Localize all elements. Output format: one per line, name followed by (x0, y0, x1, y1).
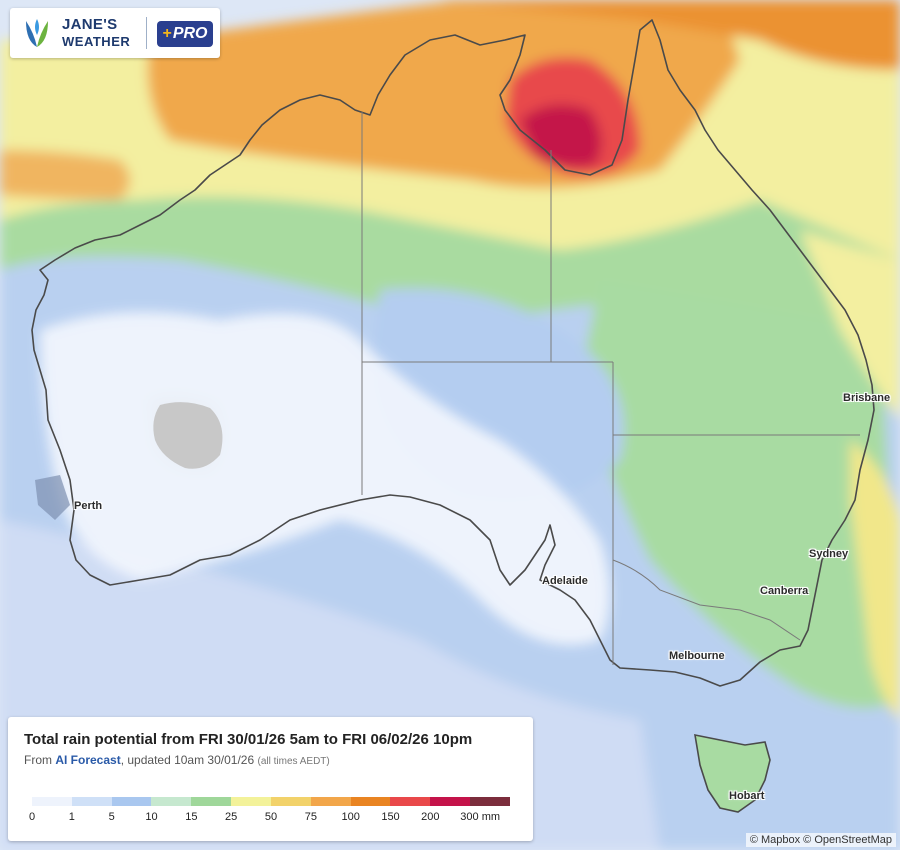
legend-updated: , updated 10am 30/01/26 (120, 753, 255, 767)
legend-swatch (111, 797, 152, 806)
legend-swatch (231, 797, 271, 806)
legend-source: AI Forecast (55, 753, 121, 767)
legend-swatch (71, 797, 112, 806)
legend-swatch (270, 797, 311, 806)
legend-swatch (470, 797, 510, 806)
legend-tick-label: 10 (145, 811, 158, 823)
city-sydney[interactable]: Sydney (809, 548, 849, 560)
legend-title: Total rain potential from FRI 30/01/26 5… (24, 731, 473, 748)
legend-from-label: From (24, 753, 52, 767)
brand-logo[interactable]: JANE'S WEATHER + PRO (10, 8, 220, 58)
janes-weather-logo-icon (26, 19, 48, 47)
state-borders (361, 112, 860, 665)
legend-tick-label: 150 (381, 811, 400, 823)
brand-name-line1: JANE'S (62, 16, 118, 33)
perth-rain-patch (35, 475, 70, 520)
legend-swatch (430, 797, 471, 806)
city-brisbane[interactable]: Brisbane (843, 392, 891, 404)
logo-divider (146, 17, 147, 49)
legend-colorbar (32, 797, 510, 806)
legend-swatch (151, 797, 192, 806)
tasmania (694, 733, 771, 813)
legend-tick-label: 25 (225, 811, 238, 823)
legend-tick-label: 50 (264, 811, 278, 823)
legend-swatch (350, 797, 391, 806)
legend-timezone: (all times AEDT) (257, 756, 330, 767)
brand-name-line2: WEATHER (62, 34, 131, 49)
pro-badge[interactable]: + PRO (157, 21, 213, 47)
legend-subtitle: From AI Forecast, updated 10am 30/01/26 … (24, 753, 330, 767)
legend-swatch (310, 797, 351, 806)
legend-ticks: 0 1 5 10 15 25 50 75 100 150 200 300 mm (28, 811, 532, 827)
coastline (31, 19, 875, 687)
legend-tick-label: 5 (108, 811, 115, 823)
city-melbourne[interactable]: Melbourne (669, 650, 725, 662)
legend-tick-label: 0 (28, 811, 36, 823)
legend-tick-label: 1 (68, 811, 75, 823)
pro-label: PRO (172, 25, 208, 42)
map-attribution[interactable]: © Mapbox © OpenStreetMap (745, 833, 896, 847)
legend-swatch (32, 797, 72, 806)
legend-tick-label: 15 (185, 811, 198, 823)
legend-panel: Total rain potential from FRI 30/01/26 5… (8, 717, 533, 841)
city-hobart[interactable]: Hobart (729, 790, 765, 802)
legend-tick-label: 100 (341, 811, 360, 823)
legend-tick-label: 200 (421, 811, 440, 823)
city-perth[interactable]: Perth (74, 500, 103, 512)
pro-plus-icon: + (162, 25, 172, 42)
city-adelaide[interactable]: Adelaide (542, 575, 588, 587)
city-canberra[interactable]: Canberra (760, 585, 809, 597)
legend-tick-label: 300 mm (460, 811, 501, 823)
watermark (745, 12, 890, 38)
legend-swatch (390, 797, 431, 806)
legend-swatch (191, 797, 232, 806)
no-data-patch (153, 402, 223, 469)
legend-tick-label: 75 (304, 811, 317, 823)
